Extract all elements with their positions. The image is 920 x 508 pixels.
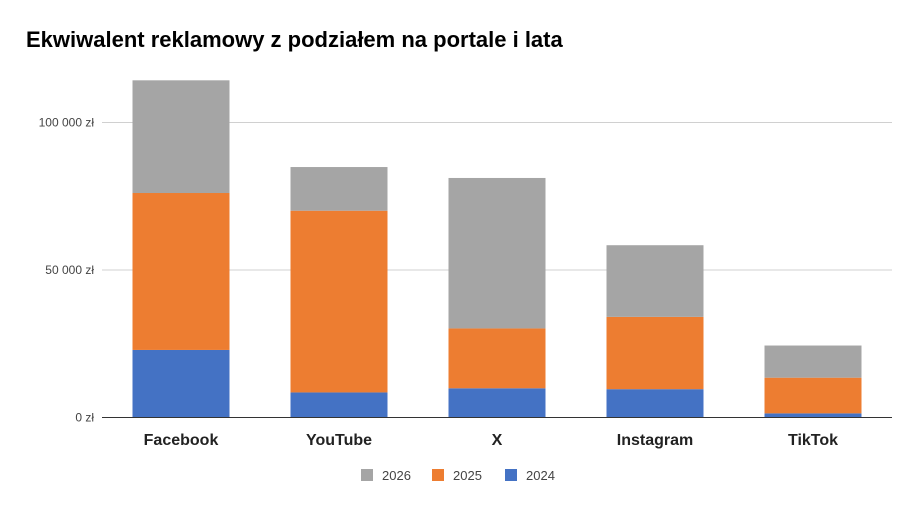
bar-segment-instagram-2024 bbox=[606, 389, 704, 418]
x-tick-label: Facebook bbox=[144, 432, 219, 449]
x-tick-label: X bbox=[492, 432, 503, 449]
bar-segment-tiktok-2026 bbox=[764, 345, 862, 378]
legend-swatch-2026 bbox=[361, 469, 373, 481]
legend-swatch-2024 bbox=[505, 469, 517, 481]
bar-segment-facebook-2025 bbox=[132, 193, 230, 350]
bar-segment-instagram-2025 bbox=[606, 316, 704, 390]
bar-segment-tiktok-2024 bbox=[764, 413, 862, 418]
bar-segment-youtube-2026 bbox=[290, 167, 388, 211]
bar-segment-instagram-2026 bbox=[606, 245, 704, 317]
legend-label-2025: 2025 bbox=[453, 468, 482, 483]
bar-segment-youtube-2024 bbox=[290, 392, 388, 418]
bar-segment-youtube-2025 bbox=[290, 210, 388, 393]
y-tick-label: 100 000 zł bbox=[39, 116, 95, 130]
bar-segment-facebook-2024 bbox=[132, 349, 230, 418]
legend-label-2026: 2026 bbox=[382, 468, 411, 483]
x-tick-label: Instagram bbox=[617, 432, 693, 449]
y-tick-label: 50 000 zł bbox=[45, 263, 94, 277]
x-tick-label: TikTok bbox=[788, 432, 838, 449]
bar-segment-x-2025 bbox=[448, 328, 546, 389]
bar-segment-x-2024 bbox=[448, 388, 546, 418]
y-tick-label: 0 zł bbox=[75, 411, 94, 425]
bar-segment-x-2026 bbox=[448, 177, 546, 329]
legend-label-2024: 2024 bbox=[526, 468, 555, 483]
chart-title: Ekwiwalent reklamowy z podziałem na port… bbox=[26, 27, 563, 52]
bar-segment-facebook-2026 bbox=[132, 80, 230, 194]
x-tick-label: YouTube bbox=[306, 432, 372, 449]
legend-swatch-2025 bbox=[432, 469, 444, 481]
bar-segment-tiktok-2025 bbox=[764, 377, 862, 414]
